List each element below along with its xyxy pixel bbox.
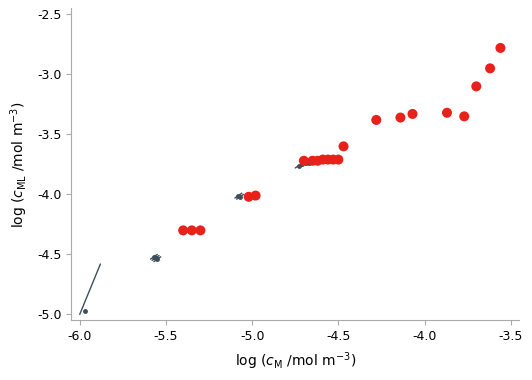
Point [196,227,205,233]
Point [339,143,348,149]
Point [244,194,253,200]
Point [443,110,451,116]
Point [496,45,505,51]
Point [251,193,260,199]
Point [372,117,380,123]
Point [308,158,317,164]
Point [486,65,494,71]
Point [396,114,405,120]
Point [334,157,343,163]
Y-axis label: log ($c_\mathregular{ML}$ /mol m$^{-3}$): log ($c_\mathregular{ML}$ /mol m$^{-3}$) [9,101,30,228]
Point [329,157,337,163]
Point [324,157,332,163]
Point [319,157,327,163]
Point [188,227,196,233]
Point [408,111,417,117]
X-axis label: log ($c_\mathregular{M}$ /mol m$^{-3}$): log ($c_\mathregular{M}$ /mol m$^{-3}$) [235,350,356,372]
Point [472,83,480,89]
Point [313,158,322,164]
Point [300,158,308,164]
Point [179,227,187,233]
Point [460,113,469,119]
